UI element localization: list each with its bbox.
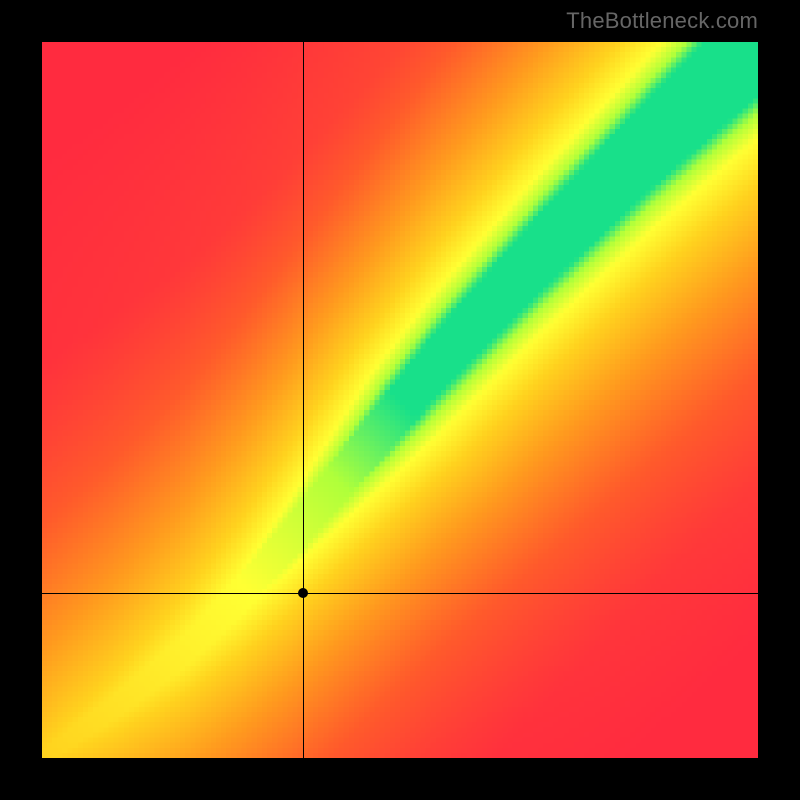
heatmap-canvas	[42, 42, 758, 758]
heatmap-plot	[42, 42, 758, 758]
source-attribution: TheBottleneck.com	[566, 8, 758, 34]
